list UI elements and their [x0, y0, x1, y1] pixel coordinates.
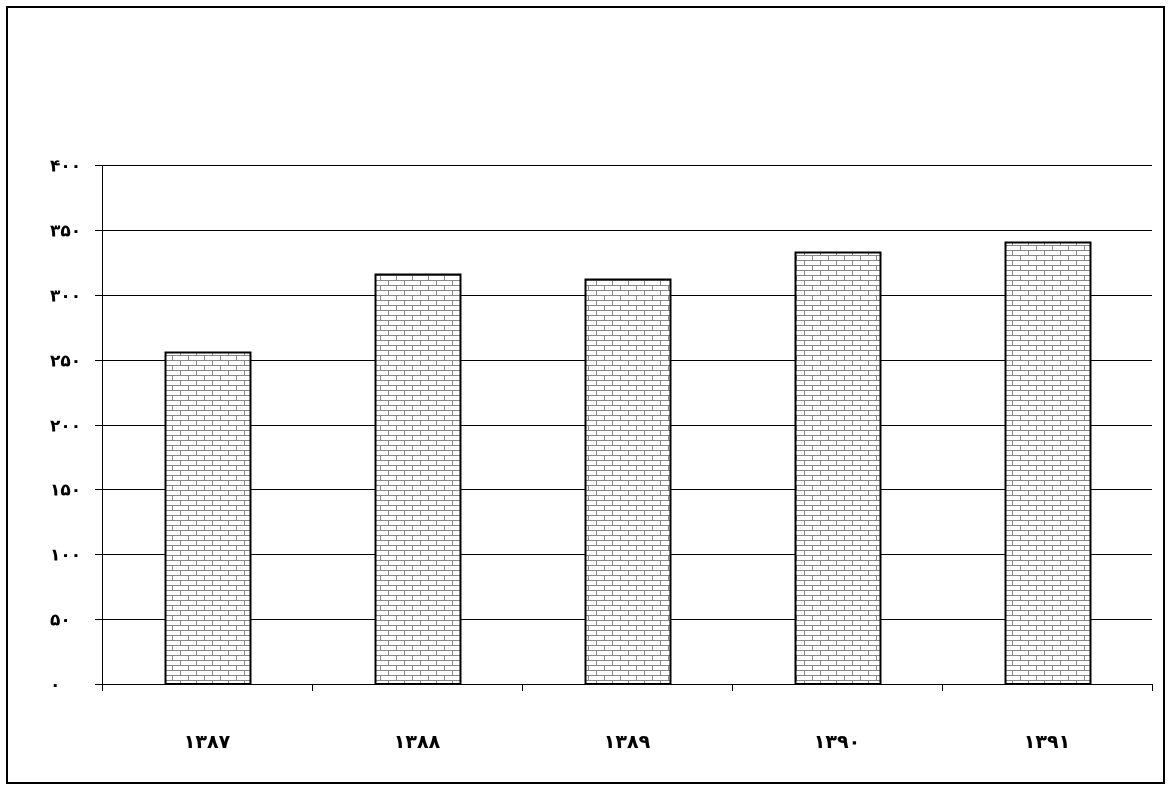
- y-tick-labels: ۰ ۵۰ ۱۰۰ ۱۵۰ ۲۰۰ ۲۵۰ ۳۰۰ ۳۵۰ ۴۰۰: [50, 157, 81, 696]
- bar: [376, 275, 461, 685]
- y-tick-label: ۲۰۰: [50, 417, 81, 437]
- y-tick-label: ۳۰۰: [50, 287, 81, 307]
- y-tick-label: ۵۰: [50, 611, 71, 631]
- y-tick-label: ۰: [50, 676, 60, 696]
- bars: [166, 243, 1091, 685]
- x-tick-label: ۱۳۹۱: [1024, 731, 1070, 753]
- bar: [586, 280, 671, 685]
- bar: [166, 353, 251, 685]
- x-tick-label: ۱۳۸۹: [604, 731, 651, 753]
- x-tick-label: ۱۳۹۰: [814, 731, 860, 753]
- y-tick-label: ۳۵۰: [50, 222, 81, 242]
- bar: [796, 253, 881, 685]
- bar: [1006, 243, 1091, 685]
- x-tick-label: ۱۳۸۸: [394, 731, 441, 753]
- x-tick-labels: ۱۳۸۷ ۱۳۸۸ ۱۳۸۹ ۱۳۹۰ ۱۳۹۱: [184, 731, 1070, 753]
- y-tick-label: ۱۰۰: [50, 546, 81, 566]
- y-tick-label: ۲۵۰: [50, 352, 81, 372]
- y-tick-label: ۴۰۰: [50, 157, 81, 177]
- x-tick-label: ۱۳۸۷: [184, 731, 231, 753]
- y-tick-label: ۱۵۰: [50, 481, 81, 501]
